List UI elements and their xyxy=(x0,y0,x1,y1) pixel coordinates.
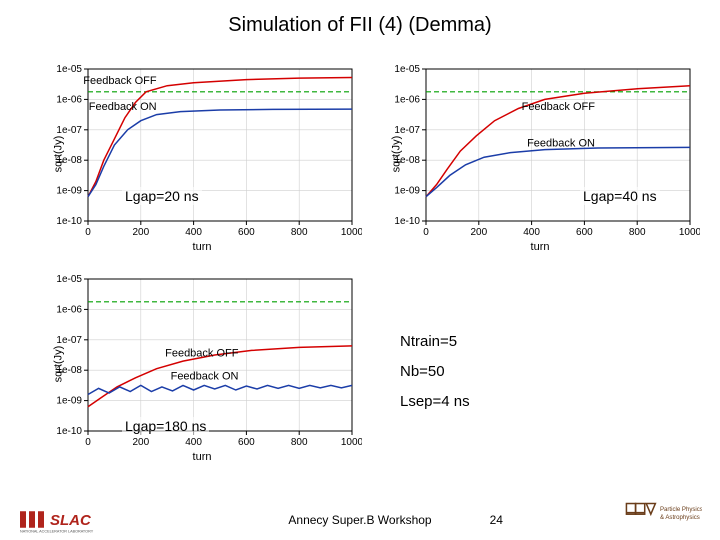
svg-text:1e-06: 1e-06 xyxy=(394,94,420,105)
svg-text:SLAC: SLAC xyxy=(50,512,92,529)
xlabel: turn xyxy=(193,241,212,253)
svg-text:200: 200 xyxy=(132,227,149,238)
ylabel: sqrt(Jy) xyxy=(52,136,64,173)
svg-text:1e-05: 1e-05 xyxy=(56,64,82,75)
svg-text:0: 0 xyxy=(85,227,91,238)
svg-text:1e-07: 1e-07 xyxy=(56,335,82,346)
svg-text:1e-09: 1e-09 xyxy=(56,186,82,197)
svg-text:0: 0 xyxy=(85,437,91,448)
svg-text:1e-07: 1e-07 xyxy=(394,125,420,136)
footer-pagenum: 24 xyxy=(490,513,503,527)
chart-lgap20: 020040060080010001e-101e-091e-081e-071e-… xyxy=(42,59,362,249)
svg-text:Feedback ON: Feedback ON xyxy=(89,101,157,113)
svg-text:0: 0 xyxy=(423,227,429,238)
footer-center: Annecy Super.B Workshop xyxy=(288,513,431,527)
svg-text:1e-05: 1e-05 xyxy=(56,274,82,285)
svg-text:800: 800 xyxy=(629,227,646,238)
svg-text:400: 400 xyxy=(523,227,540,238)
svg-text:& Astrophysics: & Astrophysics xyxy=(660,514,700,521)
xlabel: turn xyxy=(531,241,550,253)
svg-text:600: 600 xyxy=(238,227,255,238)
chart-lgap40-label: Lgap=40 ns xyxy=(580,187,660,205)
svg-text:400: 400 xyxy=(185,227,202,238)
svg-text:1e-09: 1e-09 xyxy=(56,396,82,407)
svg-text:Feedback OFF: Feedback OFF xyxy=(83,75,157,87)
svg-text:1e-10: 1e-10 xyxy=(394,216,420,227)
svg-text:Particle Physics: Particle Physics xyxy=(660,506,702,513)
svg-text:1e-05: 1e-05 xyxy=(394,64,420,75)
ntrain-text: Ntrain=5 xyxy=(400,327,680,357)
svg-text:1e-09: 1e-09 xyxy=(394,186,420,197)
svg-text:1e-06: 1e-06 xyxy=(56,94,82,105)
svg-text:Feedback ON: Feedback ON xyxy=(171,370,239,382)
page-title: Simulation of FII (4) (Demma) xyxy=(0,0,720,37)
ylabel: sqrt(Jy) xyxy=(390,136,402,173)
svg-text:1000: 1000 xyxy=(679,227,700,238)
svg-text:Feedback ON: Feedback ON xyxy=(527,138,595,150)
svg-text:NATIONAL ACCELERATOR LABORATOR: NATIONAL ACCELERATOR LABORATORY xyxy=(20,529,94,533)
slac-logo: SLAC NATIONAL ACCELERATOR LABORATORY xyxy=(20,508,140,534)
svg-text:1e-06: 1e-06 xyxy=(56,304,82,315)
svg-text:200: 200 xyxy=(132,437,149,448)
svg-text:1e-10: 1e-10 xyxy=(56,426,82,437)
chart-lgap180-label: Lgap=180 ns xyxy=(122,417,209,435)
ppa-logo: Particle Physics & Astrophysics xyxy=(624,502,702,534)
svg-text:Feedback OFF: Feedback OFF xyxy=(522,101,596,113)
side-panel: Ntrain=5 Nb=50 Lsep=4 ns xyxy=(400,327,680,417)
svg-text:1e-10: 1e-10 xyxy=(56,216,82,227)
svg-text:600: 600 xyxy=(238,437,255,448)
chart-lgap40: 020040060080010001e-101e-091e-081e-071e-… xyxy=(380,59,700,249)
svg-text:600: 600 xyxy=(576,227,593,238)
xlabel: turn xyxy=(193,451,212,463)
svg-text:Feedback OFF: Feedback OFF xyxy=(165,348,239,360)
lsep-text: Lsep=4 ns xyxy=(400,387,680,417)
svg-text:1000: 1000 xyxy=(341,437,362,448)
nb-text: Nb=50 xyxy=(400,357,680,387)
chart-lgap20-label: Lgap=20 ns xyxy=(122,187,202,205)
svg-text:200: 200 xyxy=(470,227,487,238)
svg-text:400: 400 xyxy=(185,437,202,448)
svg-text:800: 800 xyxy=(291,227,308,238)
ylabel: sqrt(Jy) xyxy=(52,346,64,383)
svg-text:1000: 1000 xyxy=(341,227,362,238)
svg-text:1e-07: 1e-07 xyxy=(56,125,82,136)
chart-lgap180: 020040060080010001e-101e-091e-081e-071e-… xyxy=(42,269,362,459)
charts-container: 020040060080010001e-101e-091e-081e-071e-… xyxy=(0,37,720,507)
svg-text:800: 800 xyxy=(291,437,308,448)
